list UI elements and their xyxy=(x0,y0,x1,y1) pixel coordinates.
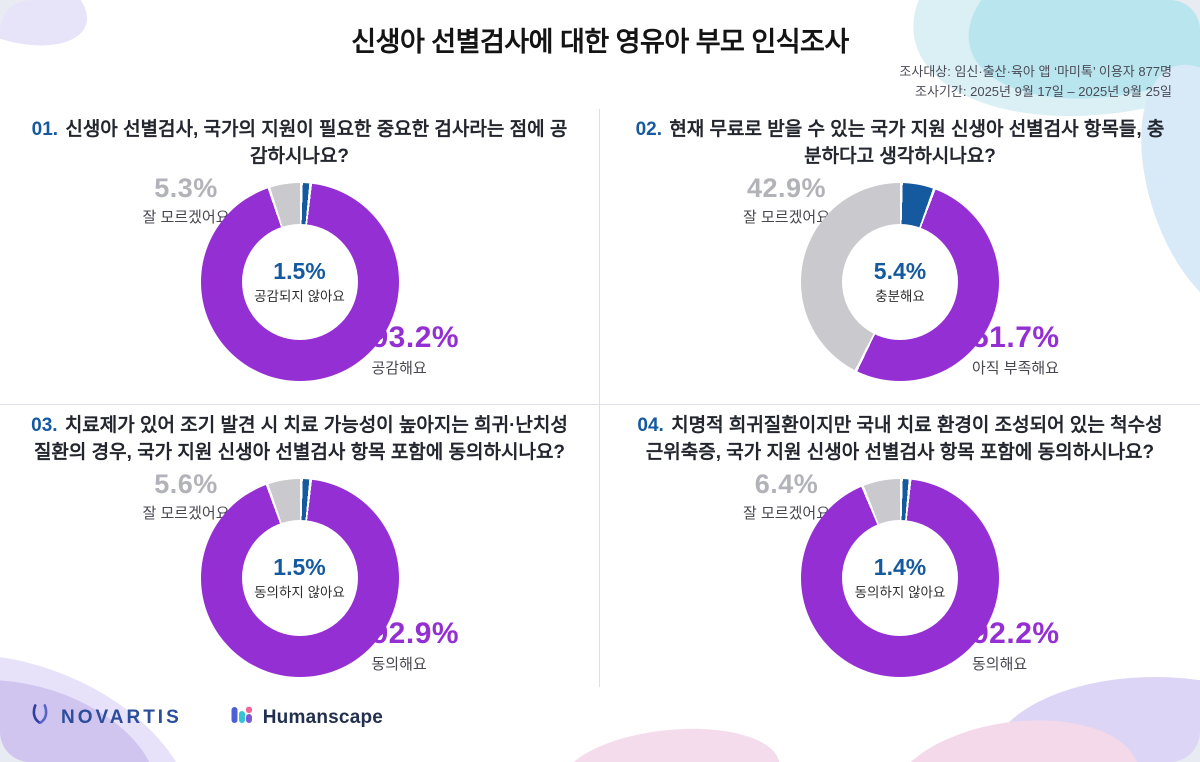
question-number: 02. xyxy=(635,119,663,140)
slice-name: 동의하지 않아요 xyxy=(254,585,345,601)
slice-name: 공감해요 xyxy=(371,360,427,377)
slice-percent: 1.5% xyxy=(273,258,326,285)
donut-chart-04: 6.4% 잘 모르겠어요 1.4% 동의하지 않아요 92.2% 동의해요 xyxy=(618,469,1182,693)
page-title: 신생아 선별검사에 대한 영유아 부모 인식조사 xyxy=(351,27,849,57)
humanscape-mark-icon xyxy=(230,703,254,732)
slice-label-agree: 93.2% 공감해요 xyxy=(372,321,460,378)
slice-percent: 5.6% xyxy=(154,469,218,499)
chart-section-03: 03. 치료제가 있어 조기 발견 시 치료 가능성이 높아지는 희귀·난치성 … xyxy=(0,405,600,687)
question-text: 치료제가 있어 조기 발견 시 치료 가능성이 높아지는 희귀·난치성 질환의 … xyxy=(33,415,568,463)
slice-percent: 42.9% xyxy=(746,173,827,203)
slice-percent: 51.7% xyxy=(972,321,1060,354)
chart-section-02: 02. 현재 무료로 받을 수 있는 국가 지원 신생아 선별검사 항목들, 충… xyxy=(600,109,1200,405)
slice-label-unknown: 42.9% 잘 모르겠어요 xyxy=(743,173,830,227)
question-title-03: 03. 치료제가 있어 조기 발견 시 치료 가능성이 높아지는 희귀·난치성 … xyxy=(18,413,581,469)
question-title-01: 01. 신생아 선별검사, 국가의 지원이 필요한 중요한 검사라는 점에 공감… xyxy=(18,117,581,173)
donut: 5.4% 충분해요 xyxy=(801,183,999,381)
question-number: 03. xyxy=(31,415,58,436)
survey-target: 조사대상: 임신·출산·육아 앱 ‘마미톡’ 이용자 877명 xyxy=(899,64,1172,79)
question-title-04: 04. 치명적 희귀질환이지만 국내 치료 환경이 조성되어 있는 척수성 근위… xyxy=(618,413,1182,469)
slice-percent: 1.5% xyxy=(273,554,326,581)
slice-percent: 92.2% xyxy=(972,617,1060,650)
question-number: 01. xyxy=(31,119,59,140)
footer-logos: NOVARTIS Humanscape xyxy=(28,703,1200,732)
donut-center-label: 1.5% 공감되지 않아요 xyxy=(241,224,358,340)
donut-center-label: 1.4% 동의하지 않아요 xyxy=(842,520,958,636)
chart-grid: 01. 신생아 선별검사, 국가의 지원이 필요한 중요한 검사라는 점에 공감… xyxy=(0,109,1200,687)
slice-name: 동의해요 xyxy=(371,656,427,673)
question-text: 현재 무료로 받을 수 있는 국가 지원 신생아 선별검사 항목들, 충분하다고… xyxy=(669,119,1165,167)
slice-label-insufficient: 51.7% 아직 부족해요 xyxy=(972,321,1060,378)
slice-name: 잘 모르겠어요 xyxy=(743,209,830,226)
slice-label-unknown: 6.4% 잘 모르겠어요 xyxy=(743,469,830,523)
chart-section-04: 04. 치명적 희귀질환이지만 국내 치료 환경이 조성되어 있는 척수성 근위… xyxy=(600,405,1200,687)
slice-percent: 92.9% xyxy=(371,617,460,650)
humanscape-logo: Humanscape xyxy=(230,703,383,732)
slice-label-unknown: 5.3% 잘 모르겠어요 xyxy=(143,173,230,227)
question-title-02: 02. 현재 무료로 받을 수 있는 국가 지원 신생아 선별검사 항목들, 충… xyxy=(618,117,1182,173)
slice-percent: 6.4% xyxy=(754,469,819,499)
question-number: 04. xyxy=(637,415,664,436)
slice-percent: 5.3% xyxy=(154,173,218,203)
slice-percent: 93.2% xyxy=(371,321,460,354)
slice-percent: 5.4% xyxy=(873,258,927,285)
slice-label-agree: 92.2% 동의해요 xyxy=(972,617,1060,674)
survey-period: 조사기간: 2025년 9월 17일 – 2025년 9월 25일 xyxy=(915,84,1172,100)
slice-name: 잘 모르겠어요 xyxy=(142,505,230,522)
slice-name: 충분해요 xyxy=(875,289,925,305)
novartis-symbol-icon xyxy=(28,704,52,731)
donut-chart-01: 5.3% 잘 모르겠어요 1.5% 공감되지 않아요 93.2% 공감해요 xyxy=(18,173,581,397)
donut-center-label: 1.5% 동의하지 않아요 xyxy=(241,520,358,636)
donut: 1.5% 동의하지 않아요 xyxy=(200,479,399,677)
slice-name: 잘 모르겠어요 xyxy=(743,505,830,522)
donut-center-label: 5.4% 충분해요 xyxy=(842,224,958,340)
donut: 1.4% 동의하지 않아요 xyxy=(801,479,999,677)
novartis-logo: NOVARTIS xyxy=(28,704,182,731)
slice-label-agree: 92.9% 동의해요 xyxy=(372,617,460,674)
donut: 1.5% 공감되지 않아요 xyxy=(200,183,399,381)
question-text: 신생아 선별검사, 국가의 지원이 필요한 중요한 검사라는 점에 공감하시나요… xyxy=(65,119,568,167)
survey-meta: 조사대상: 임신·출산·육아 앱 ‘마미톡’ 이용자 877명 조사기간: 20… xyxy=(899,62,1172,102)
slice-percent: 1.4% xyxy=(873,554,927,581)
slice-name: 동의하지 않아요 xyxy=(854,585,946,601)
slice-name: 잘 모르겠어요 xyxy=(142,209,230,226)
question-text: 치명적 희귀질환이지만 국내 치료 환경이 조성되어 있는 척수성 근위축증, … xyxy=(645,415,1163,463)
slice-name: 아직 부족해요 xyxy=(972,360,1059,377)
slice-name: 동의해요 xyxy=(972,656,1028,673)
novartis-wordmark: NOVARTIS xyxy=(61,706,182,728)
humanscape-wordmark: Humanscape xyxy=(262,706,384,728)
donut-chart-03: 5.6% 잘 모르겠어요 1.5% 동의하지 않아요 92.9% 동의해요 xyxy=(18,469,581,693)
slice-name: 공감되지 않아요 xyxy=(254,289,345,305)
chart-section-01: 01. 신생아 선별검사, 국가의 지원이 필요한 중요한 검사라는 점에 공감… xyxy=(0,109,600,405)
slice-label-unknown: 5.6% 잘 모르겠어요 xyxy=(143,469,230,523)
donut-chart-02: 42.9% 잘 모르겠어요 5.4% 충분해요 51.7% 아직 부족해요 xyxy=(618,173,1182,397)
